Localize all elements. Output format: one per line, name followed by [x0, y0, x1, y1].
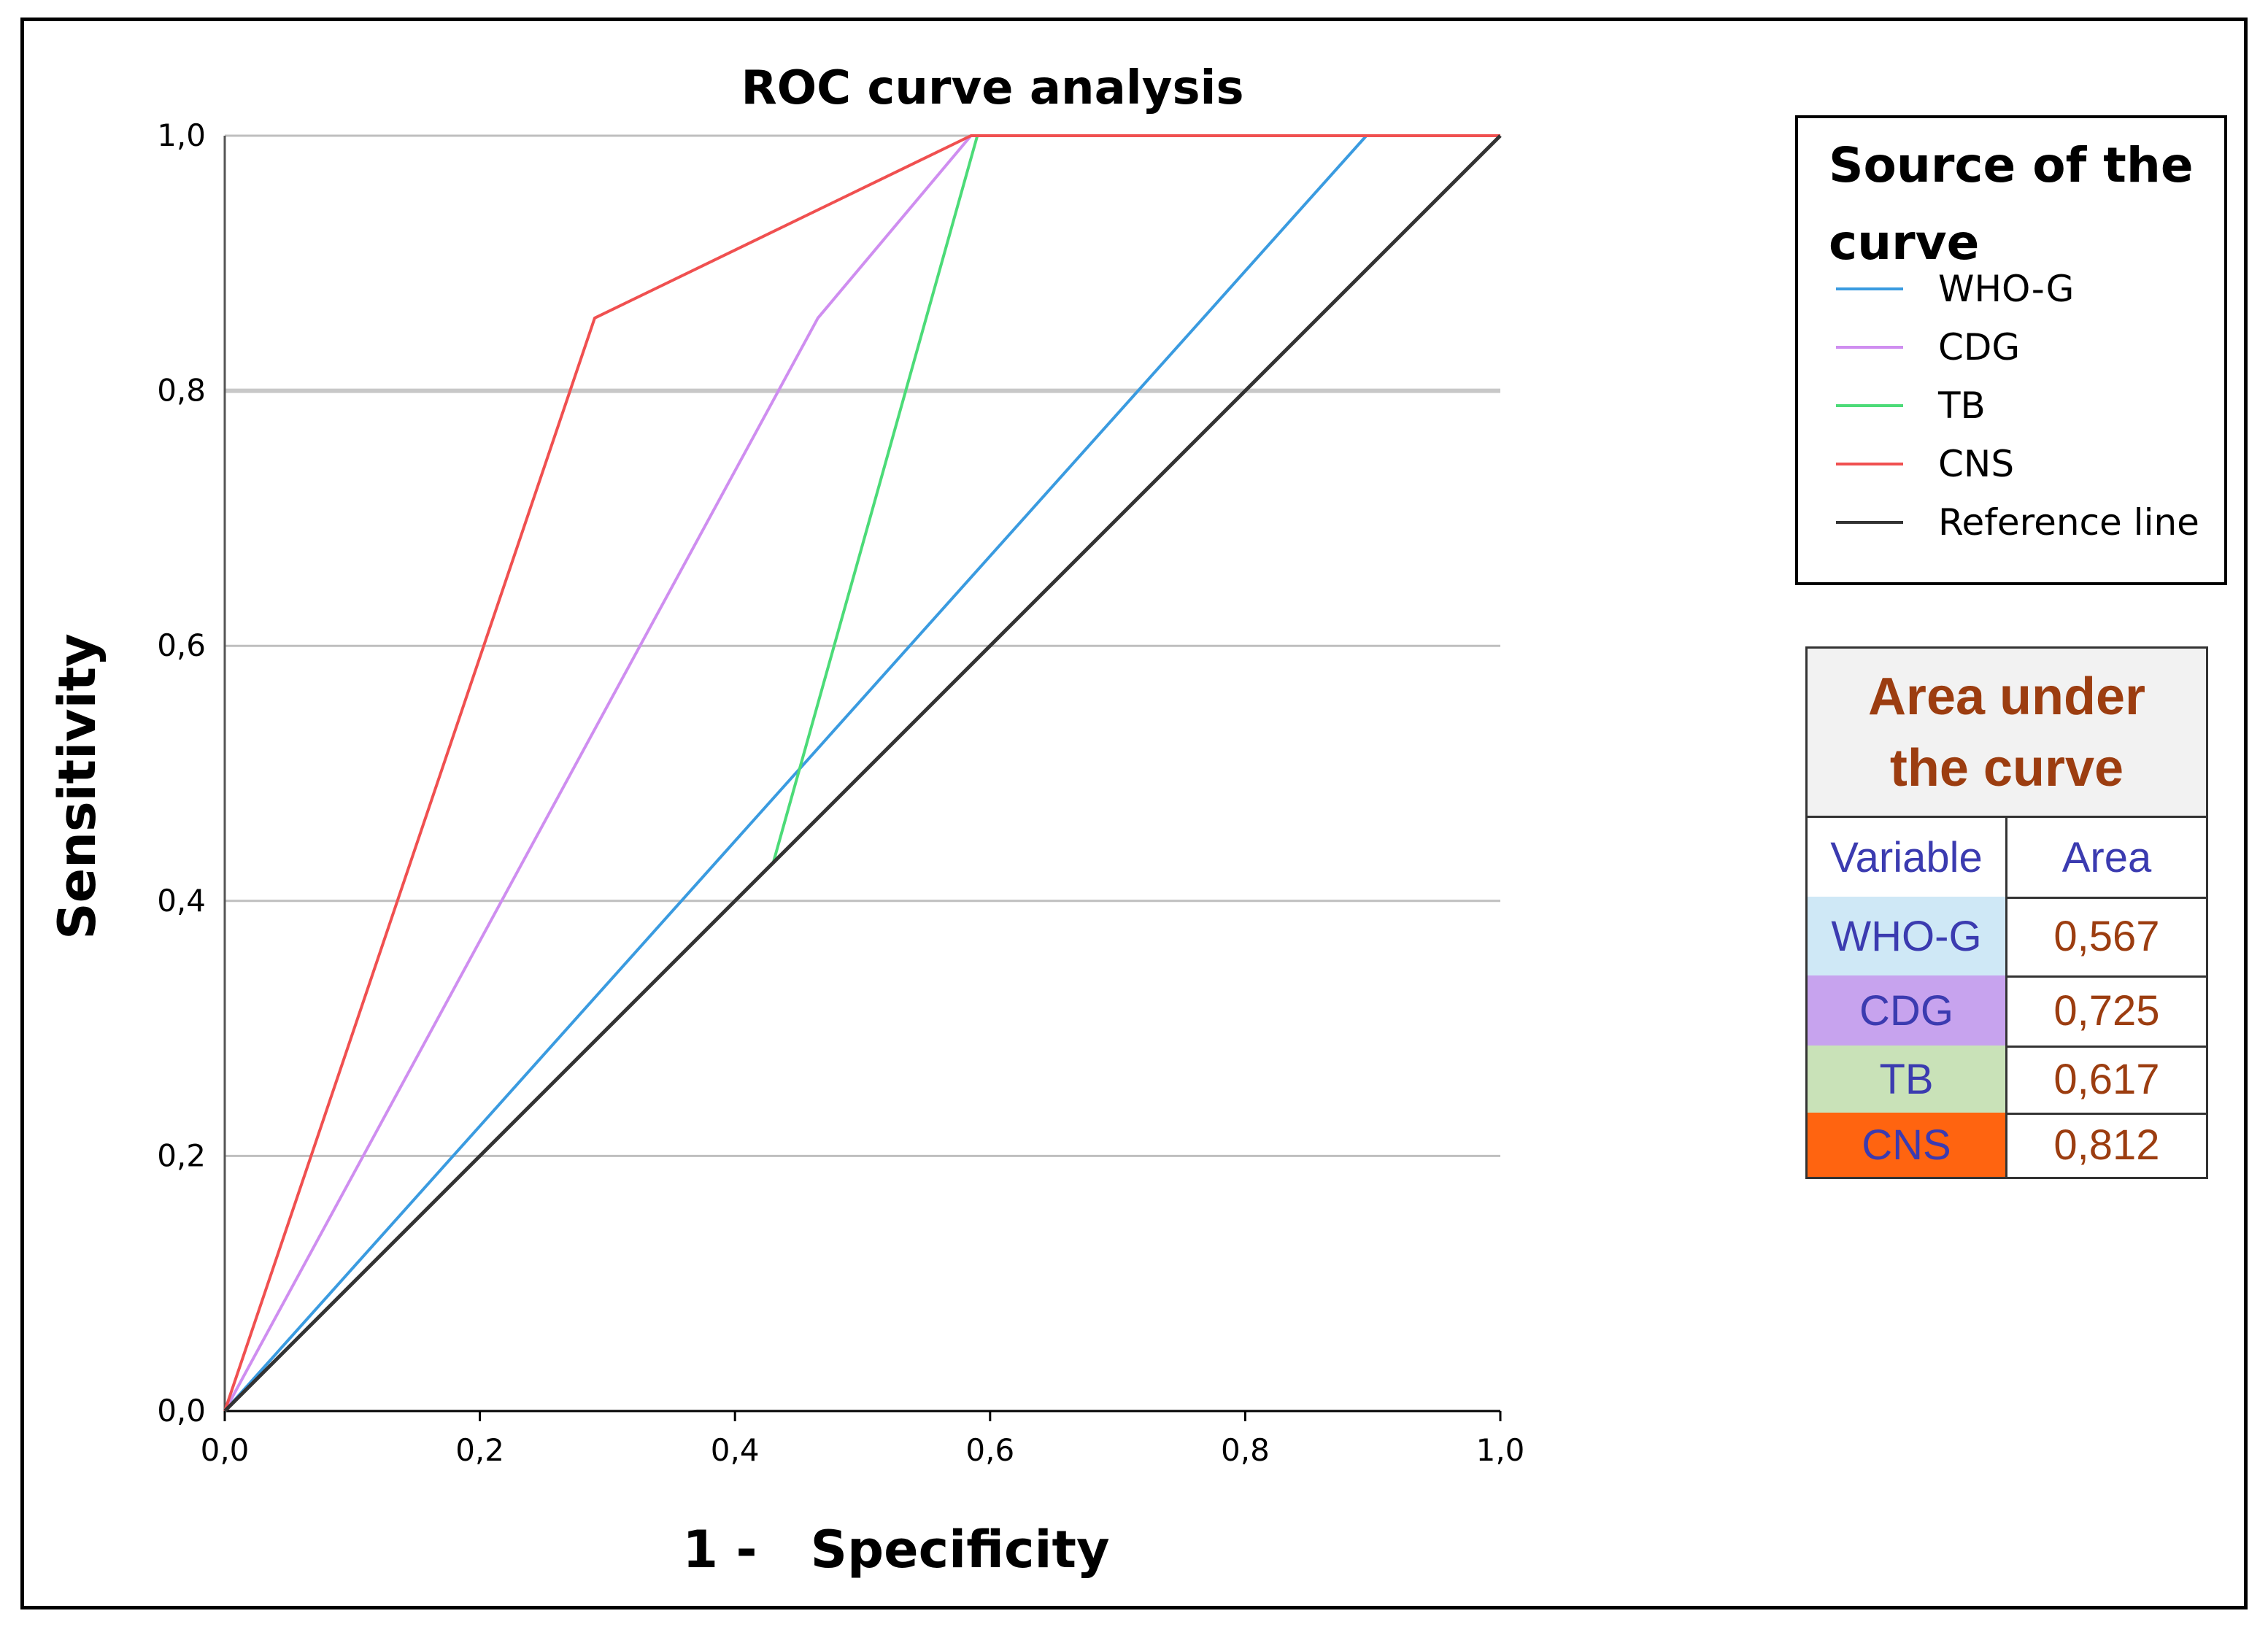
auc-cell-variable: CNS — [1808, 1113, 2007, 1177]
y-tick-label: 1,0 — [157, 117, 206, 153]
legend-label: CDG — [1938, 326, 2021, 368]
auc-cell-area: 0,617 — [2053, 1055, 2160, 1103]
legend-item: TB — [1836, 384, 2215, 428]
auc-table-row: WHO-G 0,567 — [1808, 897, 2206, 978]
auc-table-row: CDG 0,725 — [1808, 975, 2206, 1048]
auc-cell-area: 0,812 — [2053, 1121, 2160, 1169]
legend-swatch — [1836, 463, 1903, 465]
legend-item: CNS — [1836, 442, 2215, 486]
auc-table-row: TB 0,617 — [1808, 1046, 2206, 1115]
y-tick-label: 0,8 — [157, 373, 206, 409]
x-tick-label: 1,0 — [1476, 1432, 1525, 1468]
series-line-cns — [223, 134, 1500, 1412]
auc-col-area: Area — [2061, 833, 2152, 881]
y-tick-label: 0,0 — [157, 1393, 206, 1429]
legend-item: WHO-G — [1836, 267, 2215, 311]
auc-col-variable: Variable — [1808, 818, 2007, 897]
legend-swatch — [1836, 346, 1903, 349]
chart-title: ROC curve analysis — [741, 61, 1243, 115]
auc-cell-variable: TB — [1808, 1046, 2007, 1113]
x-tick-label: 0,2 — [455, 1432, 504, 1468]
legend-label: Reference line — [1938, 501, 2199, 544]
auc-cell-area: 0,725 — [2053, 986, 2160, 1035]
auc-cell-variable: WHO-G — [1808, 897, 2007, 975]
legend-swatch — [1836, 404, 1903, 407]
auc-column-header-row: Variable Area — [1808, 818, 2206, 899]
legend-label: TB — [1938, 384, 1986, 427]
legend-item: Reference line — [1836, 501, 2215, 544]
legend: Source of the curve WHO-G CDG TB CNS Referen… — [1795, 115, 2227, 585]
series-line-reference-line — [223, 134, 1502, 1412]
y-tick-label: 0,6 — [157, 627, 206, 663]
y-tick-label: 0,4 — [157, 883, 206, 919]
legend-title: Source of the curve — [1829, 137, 2194, 271]
y-tick-label: 0,2 — [157, 1137, 206, 1173]
auc-table-row: CNS 0,812 — [1808, 1113, 2206, 1177]
legend-label: CNS — [1938, 443, 2015, 485]
auc-cell-area: 0,567 — [2053, 912, 2160, 960]
legend-item: CDG — [1836, 325, 2215, 369]
auc-table-title: Area under the curve — [1867, 667, 2146, 797]
x-tick-label: 0,6 — [965, 1432, 1014, 1468]
auc-table-header: Area under the curve — [1808, 649, 2206, 818]
x-tick-label: 0,4 — [711, 1432, 760, 1468]
auc-cell-variable: CDG — [1808, 975, 2007, 1046]
x-axis-title: 1 - Specificity — [682, 1520, 1109, 1580]
legend-swatch — [1836, 521, 1903, 524]
y-axis-title: Sensitivity — [47, 633, 107, 940]
legend-swatch — [1836, 287, 1903, 290]
x-tick-label: 0,8 — [1221, 1432, 1270, 1468]
auc-table: Area under the curve Variable Area WHO-G… — [1805, 646, 2208, 1179]
legend-label: WHO-G — [1938, 268, 2075, 310]
x-tick-label: 0,0 — [201, 1432, 250, 1468]
